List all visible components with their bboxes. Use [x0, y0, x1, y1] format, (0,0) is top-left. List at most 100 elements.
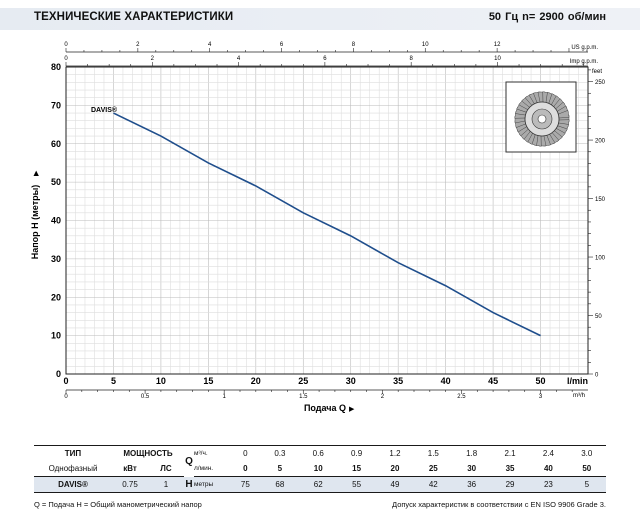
usgpm-tick-label: 4 [208, 42, 212, 48]
lmin-value: 15 [337, 461, 376, 477]
m3h-value: 3.0 [567, 445, 606, 461]
footer-legend: Q = Подача H = Общий манометрический нап… [34, 500, 202, 509]
hp-label: ЛС [148, 461, 184, 477]
head-value: 36 [452, 476, 491, 493]
m3h-tick-label: 1.5 [299, 394, 308, 400]
y-axis-label: Напор H (метры) [30, 185, 40, 260]
right-tick-label: 250 [595, 80, 606, 86]
m3h-tick-label: 2 [381, 394, 385, 400]
footer-standard: Допуск характеристик в соответствии с EN… [392, 500, 606, 509]
lmin-value: 50 [567, 461, 606, 477]
x-tick-label: 40 [441, 376, 451, 386]
performance-table: ТИП МОЩНОСТЬ Q м³/ч. 0 0.3 0.6 0.9 1.2 1… [34, 445, 606, 493]
h-unit: метры [194, 476, 230, 493]
right-tick-label: 200 [595, 139, 606, 145]
y-tick-label: 70 [51, 100, 61, 110]
impgpm-tick-label: 10 [494, 56, 501, 62]
m3h-tick-label: 0 [64, 394, 68, 400]
header-band [0, 8, 640, 30]
right-tick-label: 50 [595, 314, 602, 320]
lmin-value: 35 [490, 461, 530, 477]
page-title: ТЕХНИЧЕСКИЕ ХАРАКТЕРИСТИКИ [34, 11, 234, 23]
x-tick-label: 30 [346, 376, 356, 386]
head-value: 62 [299, 476, 338, 493]
chart-grid [66, 67, 588, 374]
x-axis-arrow: ▶ [349, 406, 355, 413]
head-value: 55 [337, 476, 376, 493]
series-label: DAVIS® [91, 106, 118, 114]
lmin-value: 10 [299, 461, 338, 477]
usgpm-tick-label: 12 [494, 42, 501, 48]
unit-m3h: m³/h [573, 393, 585, 399]
y-axis-arrow: ▶ [33, 170, 40, 176]
impgpm-tick-label: 2 [151, 56, 155, 62]
x-tick-label: 0 [63, 376, 68, 386]
x-tick-label: 5 [111, 376, 116, 386]
impgpm-tick-label: 0 [64, 56, 68, 62]
x-tick-label: 20 [251, 376, 261, 386]
unit-feet: feet [592, 69, 602, 75]
kw-label: кВт [112, 461, 148, 477]
y-tick-label: 20 [51, 292, 61, 302]
m3h-value: 0 [230, 445, 261, 461]
m3h-value: 1.2 [375, 445, 415, 461]
m3h-value: 2.1 [490, 445, 530, 461]
usgpm-tick-label: 0 [64, 42, 68, 48]
lmin-value: 20 [375, 461, 415, 477]
right-tick-label: 0 [595, 373, 599, 379]
lmin-value: 0 [230, 461, 261, 477]
type-header: ТИП [34, 445, 112, 461]
usgpm-tick-label: 6 [280, 42, 284, 48]
m3h-value: 2.4 [529, 445, 568, 461]
right-tick-label: 150 [595, 197, 606, 203]
series-lines [113, 112, 541, 337]
unit-usgpm: US g.p.m. [571, 45, 598, 51]
usgpm-tick-label: 8 [352, 42, 356, 48]
impgpm-tick-label: 8 [410, 56, 414, 62]
y-tick-label: 0 [56, 369, 61, 379]
m3h-value: 1.8 [452, 445, 491, 461]
y-tick-label: 80 [51, 62, 61, 72]
y-tick-label: 60 [51, 139, 61, 149]
lmin-unit: л/мин. [194, 461, 230, 477]
m3h-tick-label: 0.5 [141, 394, 150, 400]
x-tick-label: 50 [536, 376, 546, 386]
m3h-value: 0.3 [260, 445, 300, 461]
m3h-value: 0.9 [337, 445, 376, 461]
m3h-value: 1.5 [414, 445, 453, 461]
x-tick-label: 15 [203, 376, 213, 386]
head-value: 5 [567, 476, 606, 493]
m3h-tick-label: 2.5 [457, 394, 466, 400]
y-tick-label: 50 [51, 177, 61, 187]
q-symbol: Q [184, 445, 194, 477]
impgpm-tick-label: 6 [323, 56, 327, 62]
head-value: 23 [529, 476, 568, 493]
x-tick-label: 45 [488, 376, 498, 386]
usgpm-tick-label: 2 [136, 42, 140, 48]
power-header: МОЩНОСТЬ [112, 445, 184, 461]
head-value: 29 [490, 476, 530, 493]
lmin-value: 5 [260, 461, 300, 477]
model-name: DAVIS® [34, 476, 112, 493]
m3h-unit: м³/ч. [194, 445, 230, 461]
head-value: 75 [230, 476, 261, 493]
impgpm-tick-label: 4 [237, 56, 241, 62]
head-value: 49 [375, 476, 415, 493]
impeller-shaft-hole [537, 114, 547, 124]
frequency-speed: 50 Гц n= 2900 об/мин [488, 11, 606, 23]
usgpm-tick-label: 10 [422, 42, 429, 48]
lmin-value: 30 [452, 461, 491, 477]
head-value: 42 [414, 476, 453, 493]
x-tick-label: 10 [156, 376, 166, 386]
head-value: 68 [260, 476, 300, 493]
lmin-value: 40 [529, 461, 568, 477]
m3h-tick-label: 1 [223, 394, 227, 400]
x-tick-label: 25 [298, 376, 308, 386]
phase-label: Однофазный [34, 461, 112, 477]
unit-lmin: l/min [567, 376, 588, 386]
impeller-icon [505, 81, 577, 153]
x-tick-label: 35 [393, 376, 403, 386]
h-symbol: H [184, 476, 194, 493]
